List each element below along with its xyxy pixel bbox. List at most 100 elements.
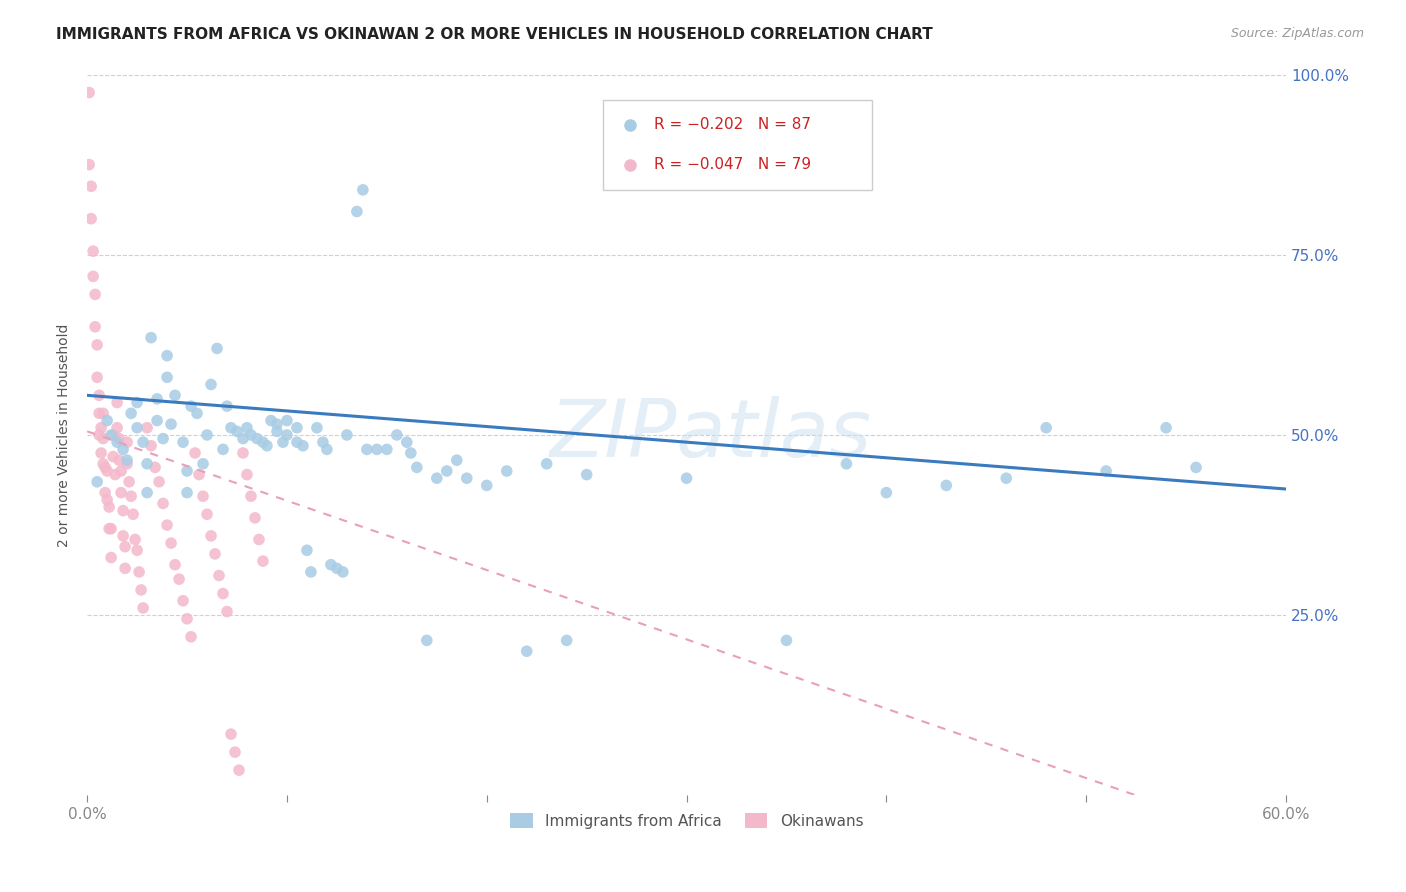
Point	[935, 478, 957, 492]
Point	[195, 428, 218, 442]
Point	[146, 413, 169, 427]
Point	[91, 406, 114, 420]
Point	[176, 612, 198, 626]
Point	[84, 287, 107, 301]
Point	[295, 543, 318, 558]
Point	[775, 633, 797, 648]
FancyBboxPatch shape	[603, 100, 872, 190]
Point	[236, 467, 259, 482]
Point	[112, 503, 135, 517]
Point	[240, 428, 263, 442]
Point	[835, 457, 858, 471]
Point	[180, 399, 202, 413]
Point	[495, 464, 517, 478]
Point	[276, 428, 298, 442]
Point	[212, 586, 235, 600]
Point	[981, 158, 1004, 172]
Point	[115, 435, 138, 450]
Point	[156, 349, 179, 363]
Point	[1185, 460, 1208, 475]
Point	[352, 183, 374, 197]
Point	[208, 568, 231, 582]
Point	[86, 338, 108, 352]
Point	[105, 421, 128, 435]
Point	[312, 435, 335, 450]
Point	[475, 478, 498, 492]
Point	[104, 467, 127, 482]
Point	[98, 522, 121, 536]
Point	[84, 319, 107, 334]
Point	[82, 244, 104, 259]
Point	[100, 428, 122, 442]
Point	[375, 442, 398, 457]
Point	[94, 460, 117, 475]
Point	[96, 413, 118, 427]
Point	[276, 413, 298, 427]
Point	[110, 485, 132, 500]
Point	[385, 428, 408, 442]
Point	[456, 471, 478, 485]
Point	[291, 439, 314, 453]
Point	[105, 435, 128, 450]
Point	[200, 377, 222, 392]
Point	[139, 331, 162, 345]
Point	[77, 86, 100, 100]
Point	[356, 442, 378, 457]
Point	[575, 467, 598, 482]
Point	[995, 471, 1018, 485]
Point	[981, 118, 1004, 132]
Point	[336, 428, 359, 442]
Point	[115, 453, 138, 467]
Point	[252, 554, 274, 568]
Point	[146, 392, 169, 406]
Point	[346, 204, 368, 219]
Point	[395, 435, 418, 450]
Point	[426, 471, 449, 485]
Point	[305, 421, 328, 435]
Point	[136, 457, 159, 471]
Point	[114, 540, 136, 554]
Point	[89, 428, 111, 442]
Point	[228, 763, 250, 777]
Point	[156, 370, 179, 384]
Point	[316, 442, 339, 457]
Point	[152, 432, 174, 446]
Point	[266, 417, 288, 431]
Point	[94, 485, 117, 500]
Point	[1095, 464, 1118, 478]
Point	[100, 550, 122, 565]
Point	[405, 460, 427, 475]
Point	[152, 496, 174, 510]
Point	[186, 406, 208, 420]
Point	[139, 439, 162, 453]
Point	[148, 475, 170, 489]
Point	[675, 471, 697, 485]
Point	[77, 158, 100, 172]
Point	[191, 457, 214, 471]
Point	[115, 457, 138, 471]
Point	[167, 572, 190, 586]
Point	[172, 593, 194, 607]
Point	[285, 421, 308, 435]
Point	[108, 453, 131, 467]
Point	[91, 457, 114, 471]
Point	[446, 453, 468, 467]
Point	[219, 727, 242, 741]
Point	[96, 492, 118, 507]
Point	[256, 439, 278, 453]
Point	[224, 745, 246, 759]
Point	[232, 446, 254, 460]
Point	[184, 446, 207, 460]
Point	[143, 460, 166, 475]
Text: Source: ZipAtlas.com: Source: ZipAtlas.com	[1230, 27, 1364, 40]
Point	[319, 558, 342, 572]
Point	[236, 421, 259, 435]
Point	[101, 450, 124, 464]
Point	[200, 529, 222, 543]
Point	[80, 211, 103, 226]
Point	[204, 547, 226, 561]
Point	[127, 543, 149, 558]
Legend: Immigrants from Africa, Okinawans: Immigrants from Africa, Okinawans	[503, 806, 869, 835]
Point	[156, 518, 179, 533]
Point	[132, 601, 155, 615]
